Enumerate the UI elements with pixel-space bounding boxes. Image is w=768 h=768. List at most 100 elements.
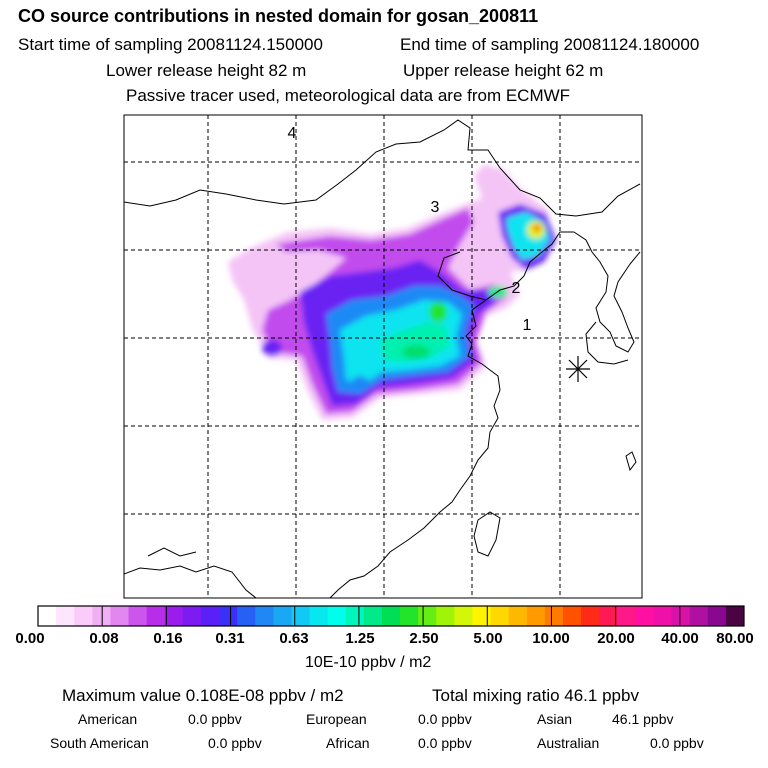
map-label-4: 4 — [288, 125, 297, 142]
colorbar-cell — [38, 606, 57, 626]
plume-sw-blob — [352, 376, 368, 388]
colorbar-cell — [363, 606, 383, 626]
border-south-china — [124, 565, 257, 598]
colorbar-cell — [291, 606, 311, 626]
max-value-label: Maximum value 0.108E-08 ppbv / m2 — [62, 686, 344, 705]
start-time-label: Start time of sampling 20081124.150000 — [18, 35, 323, 54]
colorbar-cell — [400, 606, 419, 626]
colorbar-cell — [454, 606, 473, 626]
colorbar-units: 10E-10 ppbv / m2 — [305, 654, 432, 671]
colorbar-cell — [255, 606, 274, 626]
asterisk-icon — [566, 356, 590, 382]
colorbar-tick: 2.50 — [409, 630, 439, 647]
colorbar-cell — [128, 606, 148, 626]
colorbar-cell — [544, 606, 564, 626]
colorbar-cell — [273, 606, 292, 626]
colorbar-cell — [671, 606, 691, 626]
map-title: CO source contributions in nested domain… — [18, 6, 539, 26]
region-name: European — [306, 711, 367, 727]
map-frame — [123, 114, 643, 599]
colorbar-cell — [309, 606, 329, 626]
colorbar-cell — [508, 606, 528, 626]
lower-release-height-label: Lower release height 82 m — [106, 61, 307, 80]
colorbar-tick: 40.00 — [661, 630, 699, 647]
region-value: 0.0 ppbv — [418, 735, 472, 751]
colorbar-cell — [526, 606, 546, 626]
colorbar-tick: 0.00 — [15, 630, 45, 647]
graticule — [124, 115, 642, 598]
region-value: 0.0 ppbv — [188, 711, 242, 727]
colorbar-cell — [74, 606, 93, 626]
region-name: African — [326, 735, 370, 751]
concentration-plume — [228, 164, 556, 420]
colorbar-frame — [37, 605, 745, 627]
region-name: Asian — [537, 711, 573, 727]
coastlines — [124, 119, 641, 598]
colorbar-cell — [653, 606, 673, 626]
end-time-label: End time of sampling 20081124.180000 — [400, 35, 700, 54]
colorbar-cell — [707, 606, 727, 626]
region-name: American — [78, 711, 138, 727]
total-mixing-label: Total mixing ratio 46.1 ppbv — [432, 686, 639, 705]
map-domain — [124, 115, 642, 598]
colorbar — [38, 606, 745, 626]
colorbar-cell — [490, 606, 510, 626]
coast-korea-south — [585, 321, 629, 365]
colorbar-tick: 0.16 — [153, 630, 183, 647]
taiwan — [473, 511, 501, 557]
colorbar-tick: 0.08 — [89, 630, 119, 647]
colorbar-cell — [56, 606, 75, 626]
colorbar-tick: 0.63 — [279, 630, 309, 647]
plume-aqua-region — [380, 322, 450, 362]
region-value: 0.0 ppbv — [418, 711, 472, 727]
upper-release-height-label: Upper release height 62 m — [403, 61, 604, 80]
colorbar-cell — [581, 606, 600, 626]
plume-west-blob — [262, 340, 282, 356]
colorbar-cell — [146, 606, 166, 626]
plume-green-patch — [402, 345, 430, 359]
colorbar-cell — [381, 606, 401, 626]
colorbar-cell — [164, 606, 184, 626]
plume-ne-orange — [533, 224, 541, 232]
colorbar-tick: 10.00 — [532, 630, 570, 647]
colorbar-cell — [689, 606, 709, 626]
colorbar-cell — [237, 606, 256, 626]
border-sw — [147, 547, 197, 557]
colorbar-tick: 1.25 — [345, 630, 375, 647]
colorbar-cell — [436, 606, 455, 626]
coast-shandong — [329, 299, 501, 598]
colorbar-dividers — [101, 606, 681, 626]
colorbar-cell — [200, 606, 220, 626]
map-label-1: 1 — [523, 317, 532, 334]
region-name: South American — [50, 735, 149, 751]
colorbar-cell — [562, 606, 582, 626]
colorbar-cell — [327, 606, 347, 626]
colorbar-tick: 20.00 — [597, 630, 635, 647]
plume-green-core — [429, 302, 447, 322]
coast-korea — [573, 231, 641, 353]
region-value: 46.1 ppbv — [612, 711, 674, 727]
region-value: 0.0 ppbv — [208, 735, 262, 751]
colorbar-cell — [725, 606, 745, 626]
region-value: 0.0 ppbv — [650, 735, 704, 751]
coast-bohai — [437, 231, 574, 301]
colorbar-tick: 5.00 — [473, 630, 503, 647]
colorbar-cell — [418, 606, 437, 626]
colorbar-cell — [219, 606, 238, 626]
colorbar-cell — [617, 606, 636, 626]
colorbar-cell — [635, 606, 654, 626]
passive-tracer-note: Passive tracer used, meteorological data… — [126, 86, 571, 105]
japan-islands — [625, 451, 637, 472]
colorbar-cell — [92, 606, 111, 626]
region-name: Australian — [537, 735, 600, 751]
map-label-3: 3 — [431, 199, 440, 216]
colorbar-cell — [345, 606, 365, 626]
colorbar-tick: 0.31 — [215, 630, 245, 647]
border-north — [124, 119, 641, 217]
colorbar-cell — [599, 606, 618, 626]
colorbar-cell — [110, 606, 130, 626]
map-label-2: 2 — [512, 280, 521, 297]
colorbar-cell — [182, 606, 202, 626]
colorbar-tick: 80.00 — [716, 630, 754, 647]
